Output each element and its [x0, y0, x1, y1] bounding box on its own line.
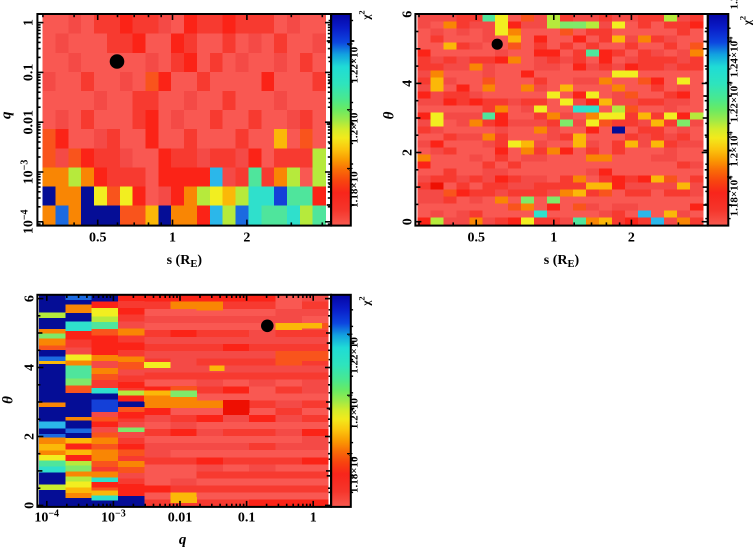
svg-text:2: 2 — [628, 231, 635, 246]
svg-text:1.2×104: 1.2×104 — [345, 393, 361, 429]
svg-text:q: q — [179, 532, 187, 548]
svg-text:1: 1 — [310, 511, 317, 526]
svg-text:6: 6 — [23, 295, 38, 302]
svg-text:1.18×104: 1.18×104 — [725, 175, 741, 217]
svg-text:0: 0 — [401, 218, 416, 225]
svg-text:0.1: 0.1 — [238, 511, 256, 526]
svg-text:s (RE): s (RE) — [167, 253, 203, 270]
svg-text:0: 0 — [23, 502, 38, 509]
svg-text:0.01: 0.01 — [22, 110, 37, 135]
svg-text:1.24×104: 1.24×104 — [725, 36, 741, 78]
svg-text:0.5: 0.5 — [89, 231, 107, 246]
svg-text:0.5: 0.5 — [467, 231, 485, 246]
svg-text:0.1: 0.1 — [22, 64, 37, 82]
svg-text:2: 2 — [401, 149, 416, 156]
svg-text:1: 1 — [169, 231, 176, 246]
svg-text:q: q — [0, 111, 15, 119]
svg-text:1: 1 — [22, 19, 37, 26]
svg-text:θ: θ — [382, 111, 398, 119]
svg-text:1.2×104: 1.2×104 — [725, 131, 741, 167]
svg-text:1.2×104: 1.2×104 — [345, 108, 361, 144]
svg-text:1.22×104: 1.22×104 — [345, 42, 361, 84]
svg-text:χ2: χ2 — [357, 10, 373, 20]
svg-text:1.22×104: 1.22×104 — [345, 332, 361, 374]
svg-text:6: 6 — [401, 11, 416, 18]
svg-text:4: 4 — [23, 364, 38, 371]
svg-text:s (RE): s (RE) — [544, 253, 580, 270]
svg-text:4: 4 — [401, 80, 416, 87]
svg-text:1.18×104: 1.18×104 — [345, 166, 361, 208]
svg-text:1: 1 — [550, 231, 557, 246]
svg-text:2: 2 — [243, 231, 250, 246]
svg-text:0.01: 0.01 — [168, 511, 193, 526]
svg-text:θ: θ — [1, 396, 17, 404]
svg-text:χ2: χ2 — [738, 16, 754, 26]
svg-text:1.22×104: 1.22×104 — [725, 81, 741, 123]
svg-text:1.18×104: 1.18×104 — [345, 451, 361, 493]
svg-text:1.26×104: 1.26×104 — [725, 0, 741, 9]
svg-text:2: 2 — [23, 433, 38, 440]
svg-text:χ2: χ2 — [357, 296, 373, 306]
